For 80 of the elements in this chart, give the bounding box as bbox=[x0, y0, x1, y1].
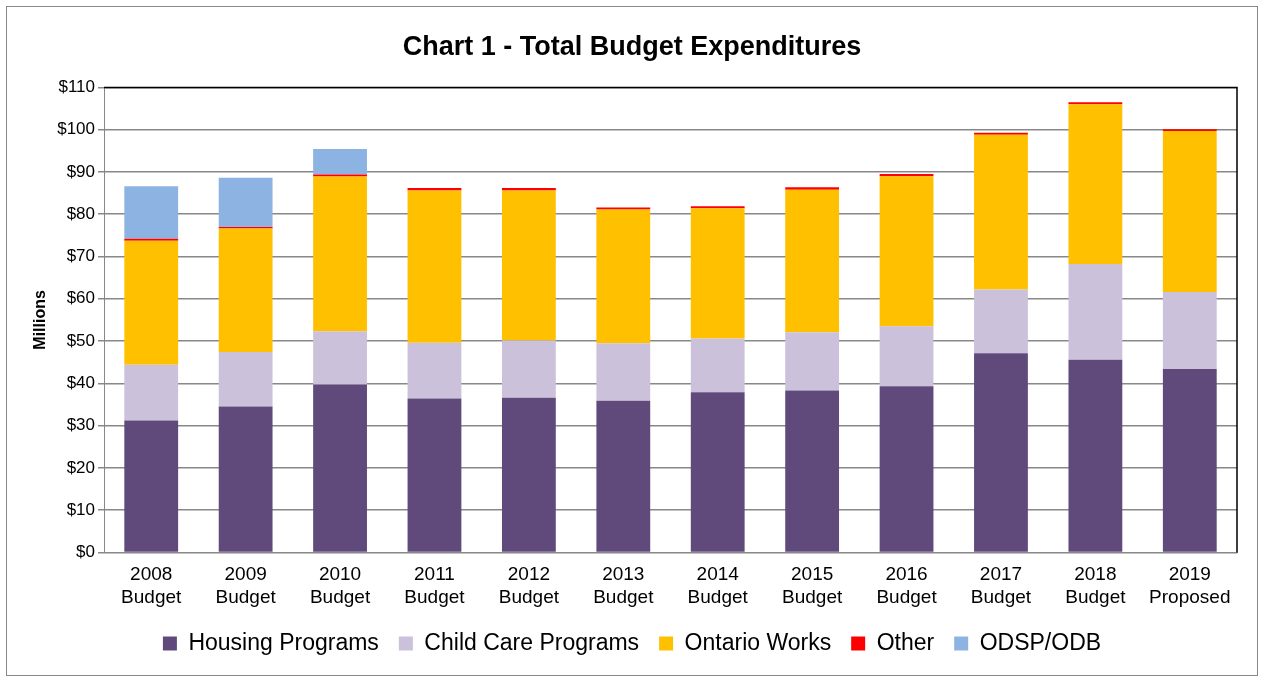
y-tick-label: $70 bbox=[66, 246, 96, 266]
x-tick-label: 2011 Budget bbox=[404, 563, 466, 607]
bar bbox=[690, 392, 745, 552]
bar bbox=[785, 390, 840, 552]
x-tick-label: 2013 Budget bbox=[593, 563, 655, 607]
bar bbox=[407, 190, 462, 343]
bar bbox=[124, 240, 179, 365]
legend-label: Housing Programs bbox=[188, 628, 379, 655]
bar bbox=[879, 176, 934, 327]
bar bbox=[785, 332, 840, 391]
x-tick-label: 2012 Budget bbox=[498, 563, 560, 607]
bar bbox=[974, 289, 1028, 354]
bar bbox=[501, 340, 556, 398]
bar bbox=[690, 206, 745, 209]
bar bbox=[1068, 102, 1123, 105]
bar bbox=[1162, 130, 1217, 292]
x-tick-label: 2010 Budget bbox=[309, 563, 371, 607]
legend-label: ODSP/ODB bbox=[979, 628, 1102, 655]
x-tick-label: 2016 Budget bbox=[876, 563, 938, 607]
bar bbox=[974, 132, 1028, 135]
bar bbox=[313, 331, 367, 385]
y-tick-label: $10 bbox=[66, 499, 96, 519]
bar bbox=[1068, 359, 1123, 552]
legend-label: Other bbox=[876, 628, 935, 655]
bar bbox=[501, 188, 556, 191]
bar bbox=[218, 177, 273, 227]
bar bbox=[407, 342, 462, 399]
legend-label: Ontario Works bbox=[684, 628, 832, 655]
bar bbox=[1068, 104, 1123, 265]
y-tick-label: $60 bbox=[66, 288, 96, 308]
bar bbox=[974, 134, 1028, 290]
bar bbox=[1162, 292, 1217, 369]
legend-label: Child Care Programs bbox=[424, 628, 640, 655]
x-tick-label: 2017 Budget bbox=[970, 563, 1032, 607]
bar bbox=[218, 406, 273, 552]
bar bbox=[313, 149, 367, 175]
x-tick-label: 2015 Budget bbox=[782, 563, 843, 607]
y-tick-label: $50 bbox=[66, 330, 96, 350]
bar bbox=[124, 238, 179, 241]
x-tick-label: 2008 Budget bbox=[121, 563, 183, 607]
x-tick-label: 2009 Budget bbox=[215, 563, 277, 607]
bar bbox=[596, 400, 651, 552]
y-tick-label: $90 bbox=[66, 161, 96, 181]
bar bbox=[1162, 368, 1217, 552]
bar bbox=[501, 190, 556, 341]
bar bbox=[313, 384, 367, 552]
y-tick-label: $20 bbox=[66, 457, 96, 477]
y-tick-label: $100 bbox=[57, 119, 96, 139]
bar bbox=[407, 188, 462, 191]
bar bbox=[218, 228, 273, 353]
bar bbox=[313, 176, 367, 332]
bar bbox=[124, 364, 179, 421]
x-tick-label: 2018 Budget bbox=[1065, 563, 1127, 607]
bar bbox=[124, 186, 179, 239]
bar bbox=[879, 386, 934, 552]
bar bbox=[785, 189, 840, 333]
y-tick-label: $110 bbox=[58, 77, 96, 97]
y-tick-label: $0 bbox=[76, 542, 96, 562]
bar bbox=[785, 187, 840, 190]
bar bbox=[879, 326, 934, 387]
y-tick-label: $30 bbox=[66, 415, 96, 435]
bar bbox=[879, 174, 934, 177]
bar bbox=[218, 352, 273, 407]
bar bbox=[124, 420, 179, 552]
bar bbox=[596, 207, 651, 210]
x-tick-label: 2014 Budget bbox=[687, 563, 749, 607]
chart-title: Chart 1 - Total Budget Expenditures bbox=[402, 30, 862, 61]
bar bbox=[1068, 264, 1123, 360]
bar bbox=[501, 397, 556, 552]
y-axis-title: Millions bbox=[31, 290, 49, 350]
bar bbox=[974, 353, 1028, 552]
y-tick-label: $80 bbox=[66, 203, 96, 223]
bar bbox=[596, 209, 651, 344]
bar bbox=[407, 398, 462, 552]
bar bbox=[690, 208, 745, 339]
x-tick-label: 2019 Proposed bbox=[1149, 563, 1231, 607]
bar bbox=[596, 343, 651, 401]
bar bbox=[690, 338, 745, 393]
y-tick-label: $40 bbox=[66, 373, 96, 392]
bar bbox=[313, 174, 367, 177]
